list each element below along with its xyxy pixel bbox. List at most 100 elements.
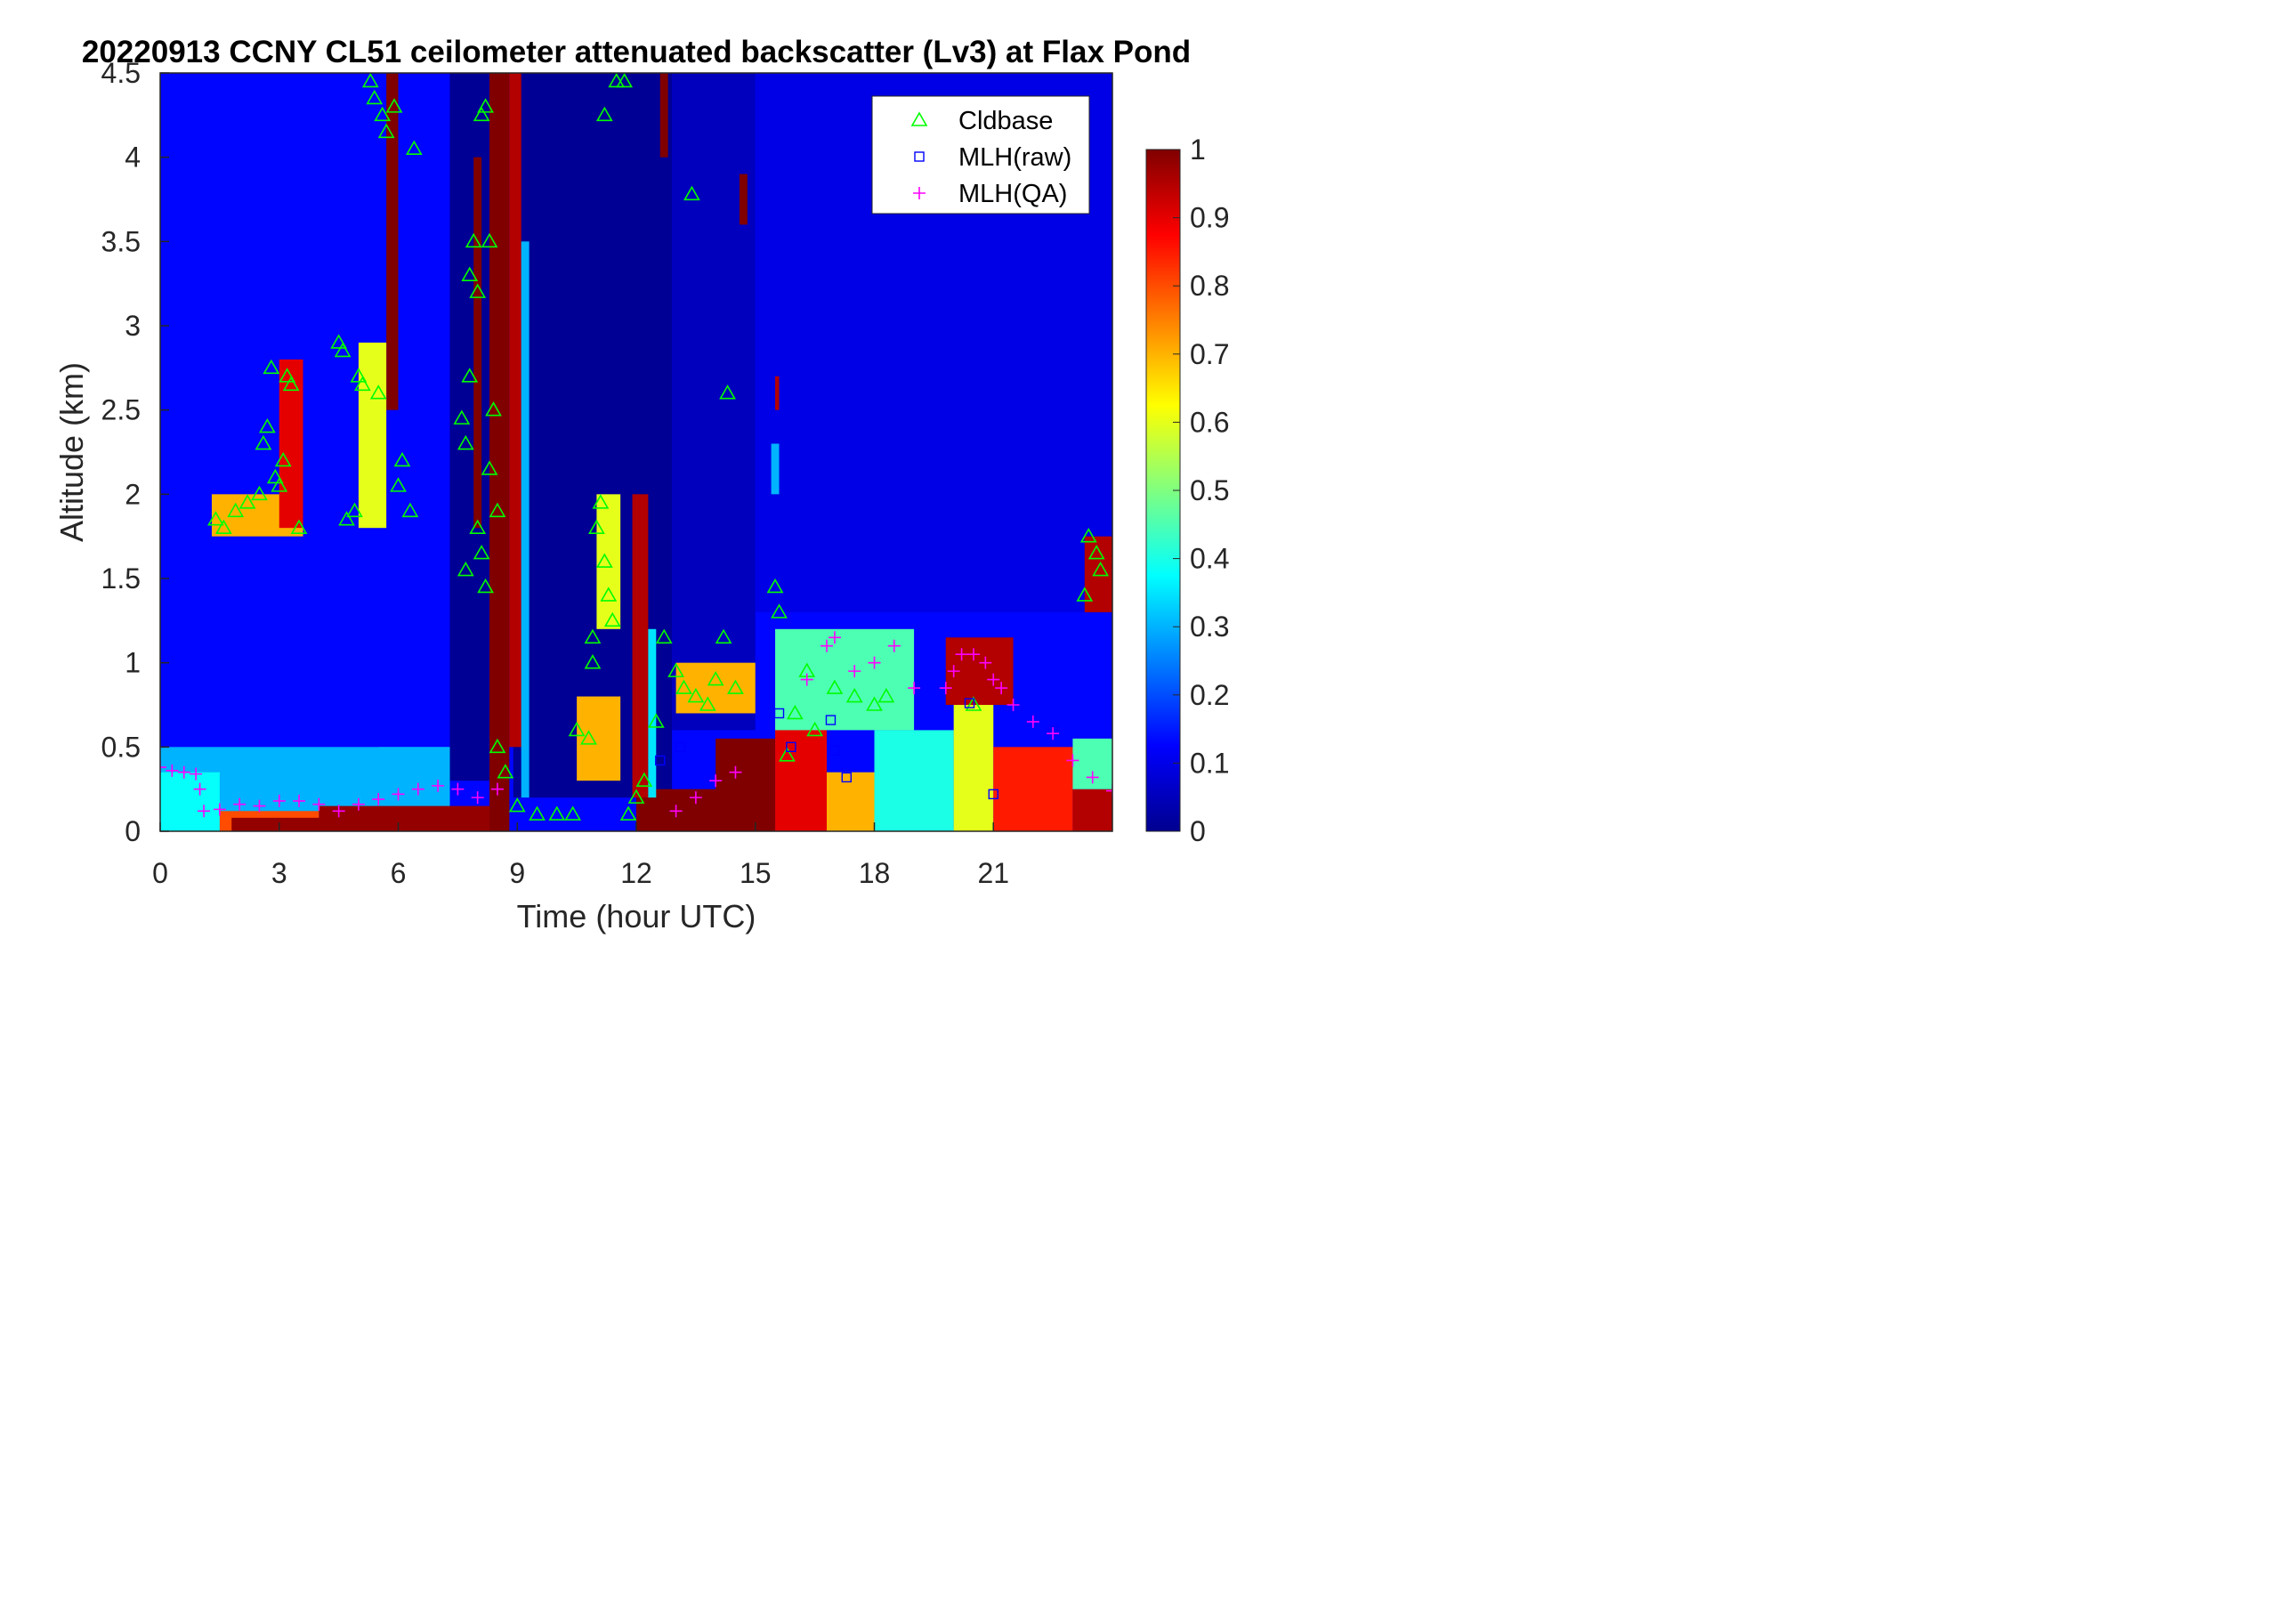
x-tick-label-4: 12 — [620, 857, 652, 889]
backscatter-region-24 — [648, 628, 657, 798]
cldbase-point-46 — [489, 738, 506, 754]
backscatter-region-13 — [775, 713, 827, 831]
cldbase-point-91 — [1087, 544, 1105, 560]
colorbar-tick-label-1: 0.1 — [1190, 747, 1229, 779]
backscatter-region-32 — [659, 73, 668, 158]
cldbase-point-52 — [568, 721, 586, 737]
mlh-qa--point-30 — [887, 639, 901, 652]
cldbase-point-73 — [699, 696, 716, 711]
cldbase-point-92 — [1092, 561, 1110, 577]
mlh-raw--point-8 — [675, 741, 685, 753]
cldbase-point-31 — [457, 434, 474, 450]
backscatter-region-28 — [279, 359, 303, 529]
cldbase-point-53 — [580, 730, 597, 745]
backscatter-region-33 — [739, 174, 748, 225]
cldbase-point-22 — [369, 384, 387, 400]
cldbase-point-34 — [469, 283, 487, 298]
series-markers — [160, 73, 1112, 821]
backscatter-region-15 — [874, 730, 954, 831]
cldbase-point-49 — [529, 805, 546, 821]
mlh-qa--point-12 — [332, 805, 345, 818]
mlh-raw--point-2 — [825, 715, 837, 725]
cldbase-point-69 — [667, 662, 684, 677]
backscatter-region-6 — [160, 772, 220, 831]
cldbase-point-67 — [647, 713, 665, 728]
backscatter-region-18 — [1072, 789, 1112, 831]
cldbase-point-60 — [616, 73, 634, 88]
mlh-qa--point-3 — [190, 767, 203, 781]
backscatter-region-26 — [473, 157, 482, 529]
x-tick-label-6: 18 — [859, 857, 891, 889]
mlh-qa--point-37 — [987, 673, 1000, 686]
cldbase-point-70 — [675, 679, 692, 694]
colorbar: 0 0.1 0.2 0.3 0.4 0.5 0.6 0.7 0.8 0.9 1 — [1145, 134, 1229, 847]
y-tick-label-5: 2.5 — [101, 394, 141, 426]
cldbase-point-36 — [477, 98, 494, 113]
x-tick-label-3: 9 — [509, 857, 525, 889]
mlh-qa--point-14 — [372, 793, 385, 806]
cldbase-point-61 — [595, 106, 613, 122]
mlh-qa--point-2 — [177, 765, 190, 779]
cldbase-point-27 — [393, 451, 411, 467]
y-tick-label-2: 1 — [125, 647, 141, 679]
backscatter-region-22 — [521, 241, 530, 798]
colorbar-tick-label-3: 0.3 — [1190, 611, 1229, 643]
cldbase-point-6 — [258, 417, 276, 433]
y-tick-label-0: 0 — [125, 815, 141, 847]
cldbase-point-10 — [274, 451, 292, 467]
mlh-qa--point-41 — [1047, 727, 1060, 740]
cldbase-point-87 — [877, 687, 895, 703]
cldbase-point-7 — [263, 359, 280, 375]
cldbase-point-51 — [564, 805, 582, 821]
backscatter-region-30 — [577, 696, 621, 781]
cldbase-point-89 — [1076, 587, 1094, 602]
mlh-qa--point-43 — [1086, 771, 1099, 784]
y-tick-label-8: 4 — [125, 142, 141, 174]
cldbase-point-17 — [346, 502, 363, 518]
colorbar-tick-label-7: 0.7 — [1190, 338, 1229, 370]
cldbase-point-80 — [779, 747, 796, 762]
cldbase-point-68 — [655, 628, 673, 644]
mlh-qa--point-10 — [293, 794, 306, 807]
mlh-qa--point-29 — [868, 656, 881, 669]
cldbase-point-28 — [401, 502, 419, 518]
y-axis-label: Altitude (km) — [53, 362, 90, 542]
cldbase-point-33 — [465, 232, 482, 248]
mlh-qa--point-11 — [312, 797, 326, 811]
backscatter-region-38 — [775, 628, 915, 731]
chart-figure: 20220913 CCNY CL51 ceilometer attenuated… — [53, 35, 1229, 934]
cldbase-point-24 — [377, 123, 395, 139]
mlh-qa--point-16 — [411, 782, 424, 796]
cldbase-point-47 — [497, 764, 514, 779]
mlh-qa--point-15 — [392, 788, 405, 801]
cldbase-point-75 — [715, 628, 732, 644]
cldbase-point-57 — [600, 587, 618, 602]
colorbar-tick-label-6: 0.6 — [1190, 406, 1229, 438]
backscatter-region-7 — [378, 747, 450, 815]
mlh-raw--point-3 — [829, 745, 840, 756]
cldbase-point-86 — [866, 696, 883, 711]
mlh-qa--point-32 — [939, 682, 952, 695]
mlh-qa--point-17 — [432, 779, 445, 792]
mlh-qa--point-23 — [709, 774, 723, 788]
cldbase-point-43 — [489, 502, 506, 518]
mlh-qa--point-28 — [848, 665, 861, 678]
mlh-qa--point-0 — [160, 761, 166, 774]
mlh-qa--point-33 — [947, 665, 960, 678]
y-axis: 0 0.5 1 1.5 2 2.5 3 3.5 4 4.5 — [101, 57, 169, 847]
backscatter-region-25 — [386, 73, 399, 410]
cldbase-point-76 — [719, 384, 736, 400]
mlh-qa--point-38 — [995, 682, 1008, 695]
cldbase-point-72 — [687, 687, 705, 703]
mlh-raw--point-0 — [773, 708, 785, 719]
mlh-qa--point-7 — [233, 797, 247, 811]
cldbase-point-81 — [786, 704, 804, 720]
mlh-qa--point-18 — [451, 782, 465, 796]
colorbar-tick-label-10: 1 — [1190, 134, 1206, 166]
cldbase-point-16 — [338, 511, 355, 526]
x-tick-label-7: 21 — [977, 857, 1009, 889]
cldbase-point-45 — [481, 232, 498, 248]
cldbase-point-56 — [595, 553, 613, 568]
x-tick-label-0: 0 — [152, 857, 168, 889]
mlh-qa--point-42 — [1066, 754, 1079, 767]
